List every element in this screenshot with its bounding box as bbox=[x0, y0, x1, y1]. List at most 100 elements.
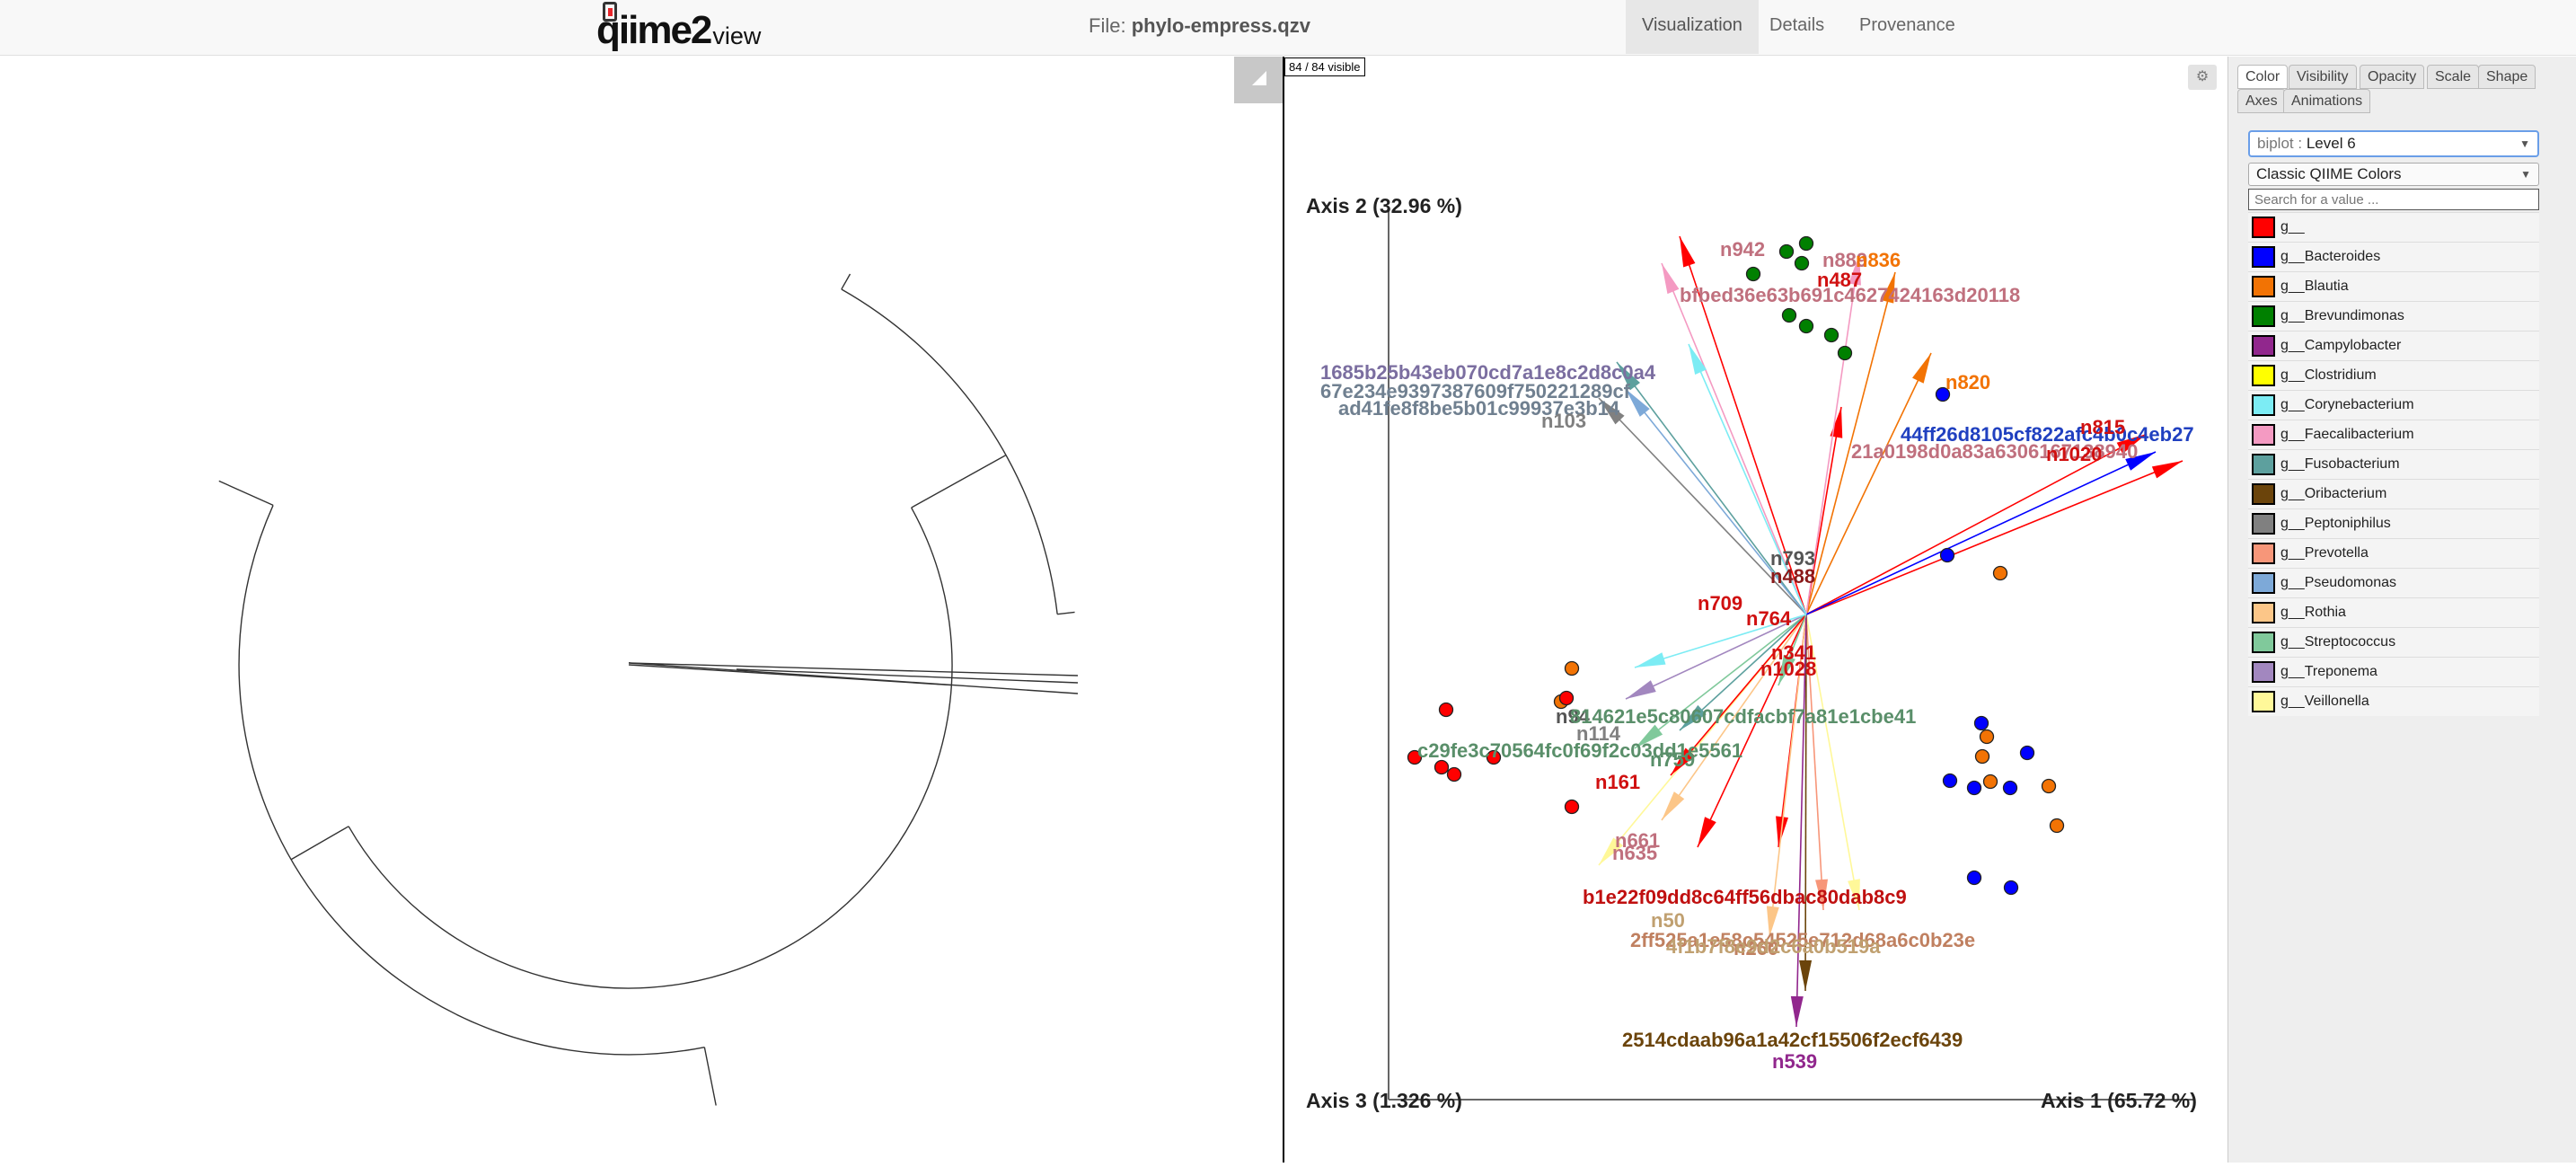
tab-visualization[interactable]: Visualization bbox=[1626, 0, 1759, 54]
menu-tab-color[interactable]: Color bbox=[2237, 65, 2289, 89]
biplot-arrow bbox=[1805, 352, 1932, 615]
sample-point[interactable] bbox=[1942, 773, 1958, 789]
sample-point[interactable] bbox=[1486, 749, 1502, 765]
sample-point[interactable] bbox=[2049, 818, 2065, 834]
sample-point[interactable] bbox=[1781, 307, 1797, 323]
sample-point[interactable] bbox=[1446, 766, 1462, 782]
legend-row[interactable]: g__Pseudomonas bbox=[2248, 568, 2539, 597]
feature-label: n161 bbox=[1595, 771, 1640, 793]
tab-details[interactable]: Details bbox=[1769, 15, 1825, 35]
sample-point[interactable] bbox=[1966, 870, 1982, 886]
feature-label: n50 bbox=[1651, 909, 1685, 932]
legend-row[interactable]: g__Fusobacterium bbox=[2248, 449, 2539, 479]
legend-row[interactable]: g__Prevotella bbox=[2248, 538, 2539, 568]
menu-tab-axes[interactable]: Axes bbox=[2237, 89, 2286, 113]
color-swatch[interactable] bbox=[2252, 513, 2275, 535]
arrow-head bbox=[1617, 362, 1641, 391]
biplot-arrow bbox=[1805, 253, 1860, 615]
color-swatch[interactable] bbox=[2252, 572, 2275, 594]
collapse-panel-button[interactable] bbox=[1234, 57, 1283, 103]
sample-point[interactable] bbox=[1823, 327, 1839, 343]
menu-tab-scale[interactable]: Scale bbox=[2427, 65, 2480, 89]
legend-row[interactable]: g__Clostridium bbox=[2248, 360, 2539, 390]
sample-point[interactable] bbox=[1798, 318, 1814, 334]
color-swatch[interactable] bbox=[2252, 602, 2275, 623]
legend-row[interactable]: g__Veillonella bbox=[2248, 686, 2539, 716]
sample-point[interactable] bbox=[2002, 780, 2018, 796]
legend-row[interactable]: g__Campylobacter bbox=[2248, 331, 2539, 360]
color-swatch[interactable] bbox=[2252, 365, 2275, 386]
sample-point[interactable] bbox=[1564, 660, 1580, 676]
phylogenetic-tree[interactable] bbox=[0, 57, 1234, 1163]
legend-row[interactable]: g__Treponema bbox=[2248, 657, 2539, 686]
sample-point[interactable] bbox=[1966, 780, 1982, 796]
sample-point[interactable] bbox=[1745, 266, 1761, 282]
legend-label: g__Prevotella bbox=[2280, 545, 2369, 561]
tab-provenance[interactable]: Provenance bbox=[1859, 15, 1955, 35]
color-swatch[interactable] bbox=[2252, 632, 2275, 653]
sample-point[interactable] bbox=[1407, 749, 1423, 765]
color-swatch[interactable] bbox=[2252, 691, 2275, 712]
biplot-arrow bbox=[1661, 614, 1807, 821]
menu-tab-animations[interactable]: Animations bbox=[2283, 89, 2371, 113]
sample-point[interactable] bbox=[1982, 774, 1998, 790]
sample-point[interactable] bbox=[1778, 243, 1795, 260]
sample-point[interactable] bbox=[1939, 547, 1955, 563]
menu-tab-shape[interactable]: Shape bbox=[2478, 65, 2536, 89]
color-swatch[interactable] bbox=[2252, 454, 2275, 475]
gear-icon[interactable]: ⚙ bbox=[2188, 65, 2217, 90]
legend-row[interactable]: g__Oribacterium bbox=[2248, 479, 2539, 508]
sample-point[interactable] bbox=[1798, 235, 1814, 252]
sample-point[interactable] bbox=[1434, 759, 1450, 775]
emperor-plot-area[interactable]: Axis 2 (32.96 %) Axis 3 (1.326 %) Axis 1 (… bbox=[1283, 57, 2228, 1163]
qiime2-view-logo[interactable]: qiime2 view bbox=[596, 2, 761, 50]
color-category-select[interactable]: biplot : Level 6 ▼ bbox=[2248, 130, 2539, 157]
legend-row[interactable]: g__Peptoniphilus bbox=[2248, 508, 2539, 538]
menu-tab-visibility[interactable]: Visibility bbox=[2289, 65, 2357, 89]
color-swatch[interactable] bbox=[2252, 276, 2275, 297]
color-swatch[interactable] bbox=[2252, 394, 2275, 416]
arrow-head bbox=[1689, 344, 1707, 375]
color-scheme-select[interactable]: Classic QIIME Colors ▼ bbox=[2248, 163, 2539, 186]
sample-point[interactable] bbox=[1438, 702, 1454, 718]
color-by-key: biplot : bbox=[2257, 135, 2303, 152]
legend-search-input[interactable] bbox=[2248, 189, 2539, 210]
arrow-head bbox=[1662, 263, 1680, 295]
sample-point[interactable] bbox=[2003, 880, 2019, 896]
feature-label: n260 bbox=[1734, 937, 1778, 959]
sample-point[interactable] bbox=[2019, 745, 2035, 761]
color-swatch[interactable] bbox=[2252, 335, 2275, 357]
biplot[interactable]: Axis 2 (32.96 %) Axis 3 (1.326 %) Axis 1 (… bbox=[1284, 57, 2228, 1163]
color-swatch[interactable] bbox=[2252, 483, 2275, 505]
sample-point[interactable] bbox=[1558, 690, 1575, 706]
color-swatch[interactable] bbox=[2252, 305, 2275, 327]
legend-row[interactable]: g__Blautia bbox=[2248, 271, 2539, 301]
sample-point[interactable] bbox=[1979, 729, 1995, 745]
sample-point[interactable] bbox=[1973, 715, 1989, 731]
tree-panel[interactable] bbox=[0, 57, 1283, 1163]
color-swatch[interactable] bbox=[2252, 661, 2275, 683]
legend-row[interactable]: g__Corynebacterium bbox=[2248, 390, 2539, 420]
color-swatch[interactable] bbox=[2252, 246, 2275, 268]
sample-point[interactable] bbox=[1992, 565, 2008, 581]
legend-row[interactable]: g__ bbox=[2248, 212, 2539, 242]
sample-point[interactable] bbox=[1837, 345, 1853, 361]
sample-point[interactable] bbox=[1935, 386, 1951, 402]
legend-label: g__Brevundimonas bbox=[2280, 308, 2404, 323]
legend-label: g__Veillonella bbox=[2280, 694, 2369, 709]
sample-point[interactable] bbox=[2041, 778, 2057, 794]
legend-row[interactable]: g__Faecalibacterium bbox=[2248, 420, 2539, 449]
legend-row[interactable]: g__Rothia bbox=[2248, 597, 2539, 627]
menu-tab-opacity[interactable]: Opacity bbox=[2360, 65, 2425, 89]
sample-point[interactable] bbox=[1564, 799, 1580, 815]
sample-point[interactable] bbox=[1974, 748, 1990, 765]
color-swatch[interactable] bbox=[2252, 424, 2275, 446]
color-swatch[interactable] bbox=[2252, 543, 2275, 564]
color-swatch[interactable] bbox=[2252, 217, 2275, 238]
legend-row[interactable]: g__Bacteroides bbox=[2248, 242, 2539, 271]
legend-row[interactable]: g__Brevundimonas bbox=[2248, 301, 2539, 331]
arrow-head bbox=[1680, 236, 1696, 268]
sample-point[interactable] bbox=[1794, 255, 1810, 271]
legend-row[interactable]: g__Streptococcus bbox=[2248, 627, 2539, 657]
biplot-arrow bbox=[1805, 614, 1860, 911]
